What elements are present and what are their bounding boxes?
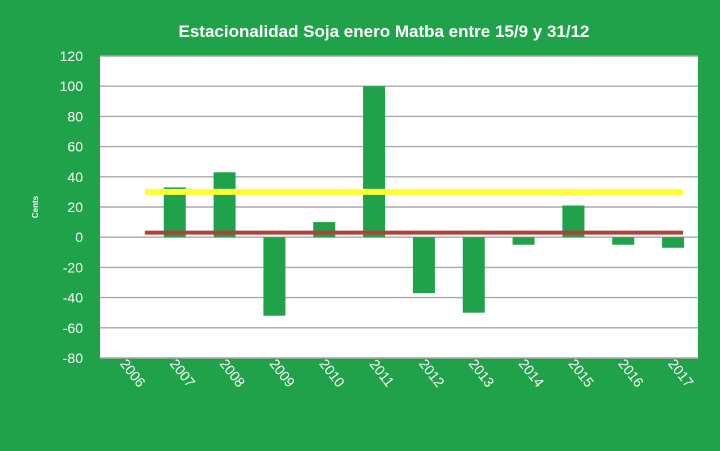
gridlines — [100, 55, 698, 359]
y-tick-label: 80 — [67, 108, 83, 124]
y-tick-label: 120 — [60, 48, 84, 64]
x-axis-ticks: 2006 2007 2008 2009 2010 2011 2012 2013 2014 2015… — [117, 356, 697, 391]
y-axis-label: Cents — [31, 195, 40, 218]
y-axis-ticks: -80 -60 -40 -20 0 20 40 60 80 100 120 — [60, 48, 84, 366]
x-tick-label-2007: 2007 — [167, 356, 199, 391]
bars — [163, 86, 685, 316]
y-tick-label: -80 — [63, 350, 83, 366]
bar-2011 — [363, 86, 386, 238]
x-tick-label-2015: 2015 — [565, 356, 597, 391]
chart-title: Estacionalidad Soja enero Matba entre 15… — [178, 22, 589, 41]
x-tick-label-2013: 2013 — [466, 356, 498, 391]
bar-2010 — [313, 222, 336, 238]
y-tick-label: -40 — [63, 290, 83, 306]
y-tick-label: 0 — [75, 229, 83, 245]
bar-2017 — [662, 237, 685, 248]
x-tick-label-2008: 2008 — [217, 356, 249, 391]
bar-2015 — [562, 205, 585, 238]
bar-2014 — [512, 237, 535, 245]
y-tick-label: 60 — [67, 139, 83, 155]
bar-2016 — [612, 237, 635, 245]
x-tick-label-2009: 2009 — [266, 356, 298, 391]
reference-lines — [144, 188, 684, 235]
bar-2013 — [462, 237, 485, 313]
x-tick-label-2014: 2014 — [516, 356, 548, 391]
y-tick-label: -60 — [63, 320, 83, 336]
x-tick-label-2016: 2016 — [615, 356, 647, 391]
bar-2012 — [412, 237, 435, 294]
y-tick-label: -20 — [63, 259, 83, 275]
y-tick-label: 100 — [60, 78, 84, 94]
x-tick-label-2010: 2010 — [316, 356, 348, 391]
x-tick-label-2006: 2006 — [117, 356, 149, 391]
x-tick-label-2017: 2017 — [665, 356, 697, 391]
x-tick-label-2012: 2012 — [416, 356, 448, 391]
bar-2008 — [213, 172, 236, 238]
bar-2009 — [263, 237, 286, 316]
y-tick-label: 40 — [67, 169, 83, 185]
y-tick-label: 20 — [67, 199, 83, 215]
x-tick-label-2011: 2011 — [366, 356, 397, 390]
bar-2007 — [163, 187, 186, 238]
